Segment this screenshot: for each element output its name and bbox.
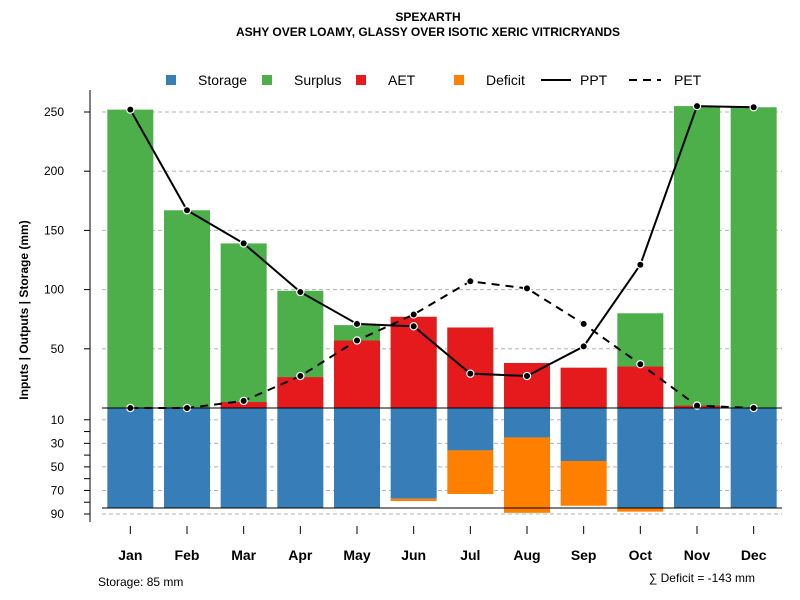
storage-bar-feb bbox=[164, 408, 210, 509]
y-tick-label: 10 bbox=[51, 413, 65, 427]
deficit-note: ∑ Deficit = -143 mm bbox=[649, 571, 755, 585]
y-tick-label: 30 bbox=[51, 436, 65, 450]
legend: Storage Surplus AET Deficit PPT PET bbox=[166, 72, 702, 88]
storage-bar-jul bbox=[447, 408, 494, 451]
deficit-bar-sep bbox=[560, 461, 607, 506]
ppt-point-mar bbox=[239, 239, 248, 248]
storage-bar-aug bbox=[504, 408, 550, 438]
x-tick-label-feb: Feb bbox=[175, 547, 200, 563]
x-tick-label-jan: Jan bbox=[118, 547, 142, 563]
storage-bar-dec bbox=[730, 408, 777, 509]
ppt-point-may bbox=[352, 319, 362, 329]
legend-label-ppt: PPT bbox=[580, 72, 608, 88]
storage-bar-apr bbox=[277, 408, 324, 509]
aet-bar-aug bbox=[504, 363, 550, 408]
aet-bar-jun bbox=[390, 316, 437, 408]
x-tick-label-oct: Oct bbox=[629, 547, 653, 563]
x-tick-label-jun: Jun bbox=[401, 547, 426, 563]
y-tick-label: 200 bbox=[44, 164, 64, 178]
ppt-point-jun bbox=[409, 322, 418, 331]
aet-bar-may bbox=[334, 340, 380, 408]
ppt-point-nov bbox=[692, 101, 702, 111]
chart-subtitle: ASHY OVER LOAMY, GLASSY OVER ISOTIC XERI… bbox=[236, 25, 620, 39]
legend-label-aet: AET bbox=[388, 72, 416, 88]
deficit-bar-jun bbox=[390, 498, 437, 502]
y-tick-label: 50 bbox=[51, 342, 65, 356]
deficit-bar-oct bbox=[617, 508, 664, 512]
ppt-point-oct bbox=[636, 260, 645, 269]
ppt-point-jul bbox=[466, 369, 475, 378]
x-tick-label-apr: Apr bbox=[288, 547, 313, 563]
legend-label-deficit: Deficit bbox=[486, 72, 525, 88]
legend-label-surplus: Surplus bbox=[294, 72, 341, 88]
aet-bar-oct bbox=[617, 366, 664, 408]
ppt-point-aug bbox=[522, 371, 532, 381]
x-tick-label-nov: Nov bbox=[684, 547, 711, 563]
legend-swatch-deficit bbox=[454, 75, 464, 85]
y-axis-label: Inputs | Outputs | Storage (mm) bbox=[17, 220, 31, 399]
legend-label-storage: Storage bbox=[198, 72, 247, 88]
aet-bar-apr bbox=[277, 377, 324, 408]
pet-point-aug bbox=[522, 284, 532, 293]
aet-bar-sep bbox=[560, 367, 607, 408]
storage-bar-sep bbox=[560, 408, 607, 461]
pet-point-jun bbox=[409, 310, 418, 319]
pet-line bbox=[130, 280, 754, 409]
x-tick-label-mar: Mar bbox=[231, 547, 256, 563]
surplus-bar-dec bbox=[730, 107, 777, 408]
pet-point-nov bbox=[692, 401, 702, 410]
storage-bar-jun bbox=[390, 408, 437, 499]
surplus-bar-nov bbox=[674, 106, 720, 408]
x-tick-label-aug: Aug bbox=[513, 547, 540, 563]
ppt-point-sep bbox=[579, 342, 588, 351]
x-tick-label-sep: Sep bbox=[571, 547, 597, 563]
aet-bar-jul bbox=[447, 327, 494, 408]
pet-point-mar bbox=[239, 396, 248, 406]
ppt-line bbox=[129, 105, 754, 378]
gridlines bbox=[102, 111, 782, 515]
pet-point-jul bbox=[466, 277, 475, 286]
storage-bar-may bbox=[334, 408, 380, 509]
y-tick-label: 50 bbox=[51, 460, 65, 474]
bars bbox=[107, 106, 777, 513]
x-tick-label-may: May bbox=[343, 547, 370, 563]
pet-point-oct bbox=[636, 359, 645, 369]
y-tick-label: 100 bbox=[44, 283, 64, 297]
storage-bar-mar bbox=[220, 408, 267, 509]
storage-bar-oct bbox=[617, 408, 664, 509]
ppt-point-feb bbox=[182, 206, 192, 215]
ppt-point-apr bbox=[296, 287, 305, 297]
pet-point-may bbox=[352, 336, 362, 345]
surplus-bar-feb bbox=[164, 210, 210, 408]
x-tick-label-jul: Jul bbox=[460, 547, 480, 563]
surplus-bar-jan bbox=[107, 109, 154, 408]
pet-point-apr bbox=[296, 371, 305, 381]
axes: 250 200 150 100 50 10 30 50 70 90 Jan Feb Mar Apr May J… bbox=[44, 90, 782, 563]
legend-swatch-aet bbox=[356, 75, 366, 85]
pet-point-sep bbox=[579, 319, 588, 329]
deficit-bar-aug bbox=[504, 437, 550, 513]
y-tick-label: 70 bbox=[51, 483, 65, 497]
y-tick-label: 250 bbox=[44, 105, 64, 119]
y-tick-label: 150 bbox=[44, 223, 64, 237]
y-tick-label: 90 bbox=[51, 507, 65, 521]
legend-swatch-surplus bbox=[262, 75, 272, 85]
ppt-point-dec bbox=[749, 103, 758, 112]
deficit-bar-jul bbox=[447, 450, 494, 494]
x-tick-label-dec: Dec bbox=[741, 547, 767, 563]
chart-title: SPEXARTH bbox=[395, 10, 460, 24]
ppt-point-jan bbox=[126, 105, 135, 114]
legend-swatch-storage bbox=[166, 75, 176, 85]
storage-bar-jan bbox=[107, 408, 154, 509]
surplus-bar-mar bbox=[220, 243, 267, 408]
storage-bar-nov bbox=[674, 408, 720, 509]
storage-note: Storage: 85 mm bbox=[98, 575, 183, 589]
legend-label-pet: PET bbox=[674, 72, 702, 88]
